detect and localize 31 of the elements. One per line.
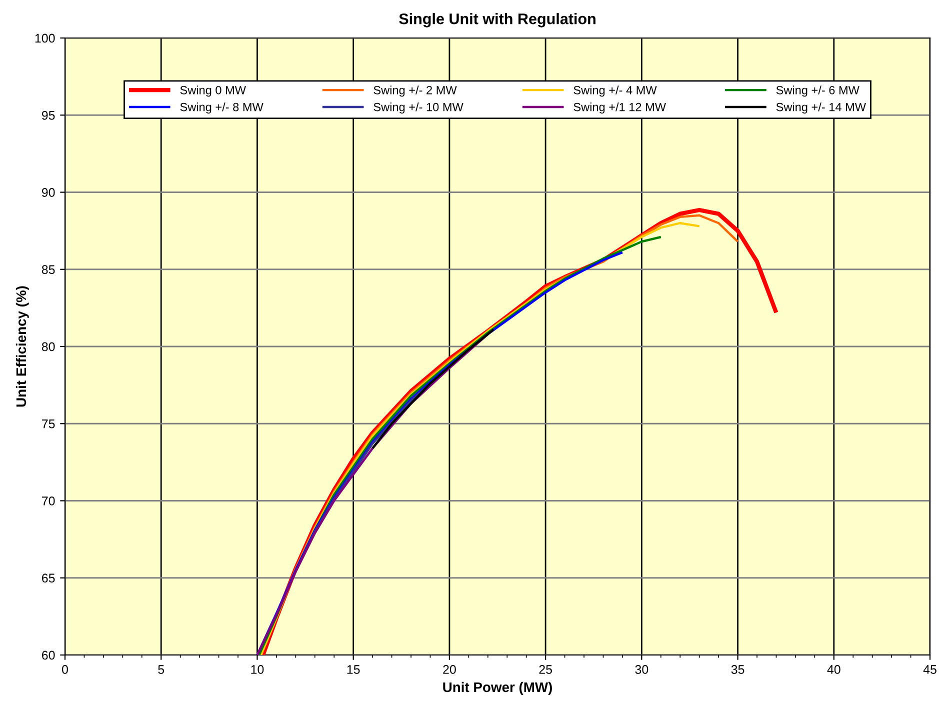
y-tick-label: 75 [42,420,55,428]
x-tick-label: 15 [347,665,360,674]
chart-title: Single Unit with Regulation [399,13,596,28]
x-tick-label: 30 [635,665,648,674]
x-tick-label: 10 [251,665,264,674]
x-tick-label: 35 [731,665,744,674]
legend-label: Swing +/- 8 MW [180,102,264,114]
y-axis-title: Unit Efficiency (%) [16,286,29,407]
y-tick-label: 100 [35,34,55,43]
x-tick-label: 25 [539,665,552,674]
y-tick-label: 85 [42,265,55,274]
y-tick-label: 95 [42,110,55,120]
x-axis-title: Unit Power (MW) [443,682,552,695]
x-tick-label: 40 [827,665,840,674]
y-tick-label: 70 [42,496,55,506]
legend-label: Swing +/- 2 MW [374,86,457,97]
line-series [256,333,489,655]
x-tick-label: 45 [923,665,936,674]
legend-label: Swing +/1 12 MW [574,102,666,114]
y-tick-label: 60 [42,650,55,660]
y-tick-label: 90 [42,188,55,197]
legend-label: Swing +/- 6 MW [776,86,860,97]
legend-label: Swing +/- 10 MW [374,102,464,114]
legend-label: Swing +/- 4 MW [574,86,657,97]
x-tick-label: 5 [158,665,164,674]
y-tick-label: 65 [42,574,55,583]
y-tick-label: 80 [42,342,55,352]
legend-label: Swing 0 MW [180,86,246,97]
x-tick-label: 0 [62,665,68,674]
x-tick-label: 20 [443,665,456,674]
legend-label: Swing +/- 14 MW [776,102,866,114]
